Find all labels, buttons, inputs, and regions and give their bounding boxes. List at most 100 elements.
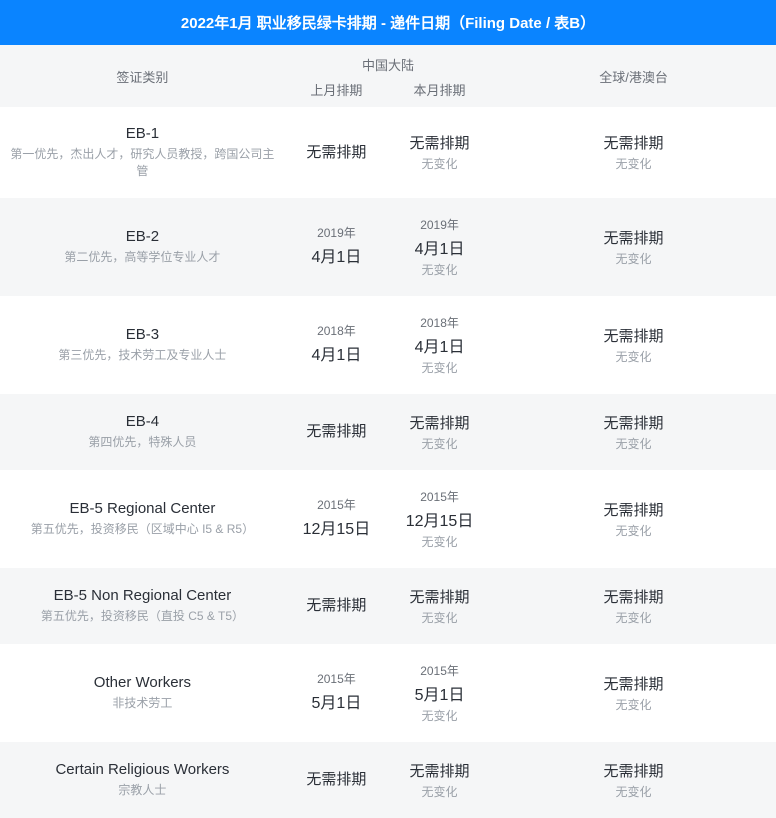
cell-date: 4月1日 [293, 243, 380, 267]
cell-curr: 无需排期无变化 [388, 107, 491, 198]
cell-global: 无需排期无变化 [491, 470, 776, 568]
category-name: EB-1 [8, 125, 277, 142]
cell-nowait: 无需排期 [396, 412, 483, 433]
cell-date: 12月15日 [396, 507, 483, 531]
cell-change: 无变化 [396, 609, 483, 626]
cell-prev: 2015年 5月1日 [285, 644, 388, 742]
cell-year: 2019年 [396, 216, 483, 233]
cell-change: 无变化 [499, 435, 768, 452]
cell-nowait: 无需排期 [293, 594, 380, 615]
category-name: Other Workers [8, 674, 277, 691]
cell-curr: 无需排期无变化 [388, 568, 491, 644]
cell-category: Certain Religious Workers宗教人士 [0, 742, 285, 818]
cell-change: 无变化 [499, 155, 768, 172]
category-desc: 非技术劳工 [8, 695, 277, 712]
col-header-china-group: 中国大陆 [285, 45, 491, 78]
table-row: Certain Religious Workers宗教人士无需排期无需排期无变化… [0, 742, 776, 818]
category-desc: 第五优先，投资移民（区域中心 I5 & R5） [8, 521, 277, 538]
cell-date: 4月1日 [396, 333, 483, 357]
cell-curr: 无需排期无变化 [388, 394, 491, 470]
cell-change: 无变化 [396, 155, 483, 172]
cell-curr: 2019年 4月1日无变化 [388, 198, 491, 296]
table-title: 2022年1月 职业移民绿卡排期 - 递件日期（Filing Date / 表B… [0, 0, 776, 45]
cell-year: 2015年 [396, 662, 483, 679]
category-desc: 第一优先，杰出人才，研究人员教授，跨国公司主管 [8, 146, 277, 180]
category-desc: 第二优先，高等学位专业人才 [8, 249, 277, 266]
col-header-global: 全球/港澳台 [491, 45, 776, 107]
cell-global: 无需排期无变化 [491, 568, 776, 644]
cell-change: 无变化 [499, 250, 768, 267]
cell-nowait: 无需排期 [499, 673, 768, 694]
cell-nowait: 无需排期 [499, 412, 768, 433]
cell-year: 2015年 [293, 496, 380, 513]
cell-change: 无变化 [396, 435, 483, 452]
table-row: EB-4第四优先，特殊人员无需排期无需排期无变化无需排期无变化 [0, 394, 776, 470]
cell-date: 4月1日 [396, 235, 483, 259]
cell-prev: 2019年4月1日 [285, 198, 388, 296]
category-name: EB-5 Regional Center [8, 500, 277, 517]
cell-global: 无需排期无变化 [491, 107, 776, 198]
cell-curr: 无需排期无变化 [388, 742, 491, 818]
cell-change: 无变化 [499, 783, 768, 800]
cell-year: 2015年 [293, 670, 380, 687]
cell-nowait: 无需排期 [396, 760, 483, 781]
cell-nowait: 无需排期 [396, 586, 483, 607]
category-name: EB-2 [8, 228, 277, 245]
cell-curr: 2015年 5月1日无变化 [388, 644, 491, 742]
category-desc: 第三优先，技术劳工及专业人士 [8, 347, 277, 364]
cell-nowait: 无需排期 [499, 132, 768, 153]
cell-prev: 无需排期 [285, 394, 388, 470]
cell-change: 无变化 [396, 533, 483, 550]
cell-date: 12月15日 [293, 515, 380, 539]
visa-bulletin-table: 2022年1月 职业移民绿卡排期 - 递件日期（Filing Date / 表B… [0, 0, 776, 818]
table-row: EB-3第三优先，技术劳工及专业人士2018年4月1日2018年4月1日无变化无… [0, 296, 776, 394]
cell-change: 无变化 [499, 696, 768, 713]
cell-date: 5月1日 [293, 689, 380, 713]
cell-change: 无变化 [396, 783, 483, 800]
category-desc: 第四优先，特殊人员 [8, 434, 277, 451]
cell-global: 无需排期无变化 [491, 394, 776, 470]
cell-year: 2015年 [396, 488, 483, 505]
table-row: EB-5 Non Regional Center 第五优先，投资移民（直投 C5 … [0, 568, 776, 644]
cell-global: 无需排期无变化 [491, 198, 776, 296]
cell-global: 无需排期无变化 [491, 742, 776, 818]
category-desc: 第五优先，投资移民（直投 C5 & T5） [8, 608, 277, 625]
cell-prev: 无需排期 [285, 742, 388, 818]
cell-change: 无变化 [499, 609, 768, 626]
cell-category: Other Workers 非技术劳工 [0, 644, 285, 742]
cell-category: EB-5 Regional Center 第五优先，投资移民（区域中心 I5 & … [0, 470, 285, 568]
cell-change: 无变化 [396, 359, 483, 376]
category-name: EB-4 [8, 413, 277, 430]
cell-category: EB-4 第四优先，特殊人员 [0, 394, 285, 470]
cell-nowait: 无需排期 [499, 499, 768, 520]
cell-nowait: 无需排期 [499, 760, 768, 781]
cell-nowait: 无需排期 [293, 768, 380, 789]
cell-change: 无变化 [396, 707, 483, 724]
cell-prev: 无需排期 [285, 107, 388, 198]
table-header: 签证类别 中国大陆 全球/港澳台 上月排期 本月排期 [0, 45, 776, 107]
cell-nowait: 无需排期 [499, 586, 768, 607]
cell-curr: 2018年4月1日无变化 [388, 296, 491, 394]
cell-category: EB-2 第二优先，高等学位专业人才 [0, 198, 285, 296]
category-desc: 宗教人士 [8, 782, 277, 799]
cell-category: EB-3 第三优先，技术劳工及专业人士 [0, 296, 285, 394]
cell-date: 5月1日 [396, 681, 483, 705]
table-row: EB-1第一优先，杰出人才，研究人员教授，跨国公司主管无需排期无需排期无变化无需… [0, 107, 776, 198]
cell-global: 无需排期无变化 [491, 644, 776, 742]
table-row: Other Workers非技术劳工2015年5月1日2015年5月1日无变化无… [0, 644, 776, 742]
cell-prev: 无需排期 [285, 568, 388, 644]
cell-curr: 2015年 12月15日无变化 [388, 470, 491, 568]
cell-year: 2018年 [293, 322, 380, 339]
cell-change: 无变化 [396, 261, 483, 278]
cell-prev: 2015年 12月15日 [285, 470, 388, 568]
cell-change: 无变化 [499, 522, 768, 539]
table-row: EB-2第二优先，高等学位专业人才2019年4月1日2019年4月1日无变化无需… [0, 198, 776, 296]
col-header-prev: 上月排期 [285, 78, 388, 107]
data-table: 签证类别 中国大陆 全球/港澳台 上月排期 本月排期 EB-1 第一优先，杰出人才… [0, 45, 776, 818]
col-header-category: 签证类别 [0, 45, 285, 107]
table-body: EB-1第一优先，杰出人才，研究人员教授，跨国公司主管无需排期无需排期无变化无需… [0, 107, 776, 818]
category-name: EB-3 [8, 326, 277, 343]
cell-category: EB-1 第一优先，杰出人才，研究人员教授，跨国公司主管 [0, 107, 285, 198]
cell-nowait: 无需排期 [499, 227, 768, 248]
category-name: EB-5 Non Regional Center [8, 587, 277, 604]
